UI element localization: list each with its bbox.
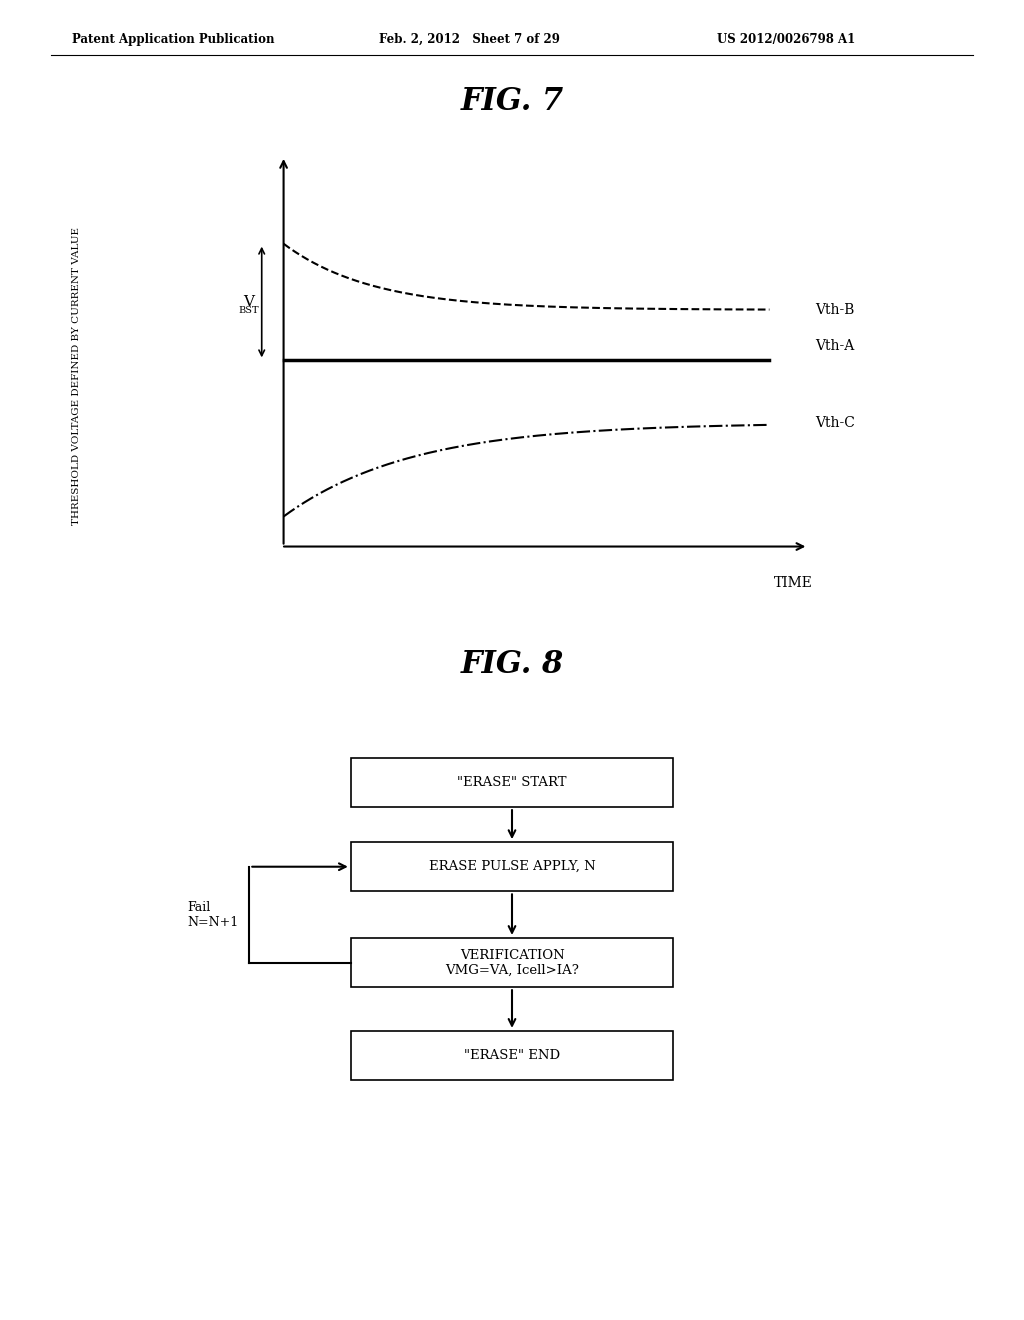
Text: Fail
N=N+1: Fail N=N+1 bbox=[187, 900, 239, 929]
Text: FIG. 7: FIG. 7 bbox=[461, 86, 563, 116]
Text: Vth-A: Vth-A bbox=[815, 339, 855, 352]
FancyBboxPatch shape bbox=[350, 1031, 674, 1080]
FancyBboxPatch shape bbox=[350, 758, 674, 807]
FancyBboxPatch shape bbox=[350, 842, 674, 891]
Text: BST: BST bbox=[239, 306, 259, 315]
Text: ERASE PULSE APPLY, N: ERASE PULSE APPLY, N bbox=[429, 861, 595, 874]
FancyBboxPatch shape bbox=[350, 937, 674, 987]
Text: FIG. 8: FIG. 8 bbox=[461, 649, 563, 680]
Text: "ERASE" END: "ERASE" END bbox=[464, 1049, 560, 1063]
Text: Feb. 2, 2012   Sheet 7 of 29: Feb. 2, 2012 Sheet 7 of 29 bbox=[379, 33, 560, 46]
Text: V: V bbox=[244, 294, 254, 309]
Text: Patent Application Publication: Patent Application Publication bbox=[72, 33, 274, 46]
Text: Vth-B: Vth-B bbox=[815, 302, 855, 317]
Text: "ERASE" START: "ERASE" START bbox=[458, 776, 566, 789]
Text: THRESHOLD VOLTAGE DEFINED BY CURRENT VALUE: THRESHOLD VOLTAGE DEFINED BY CURRENT VAL… bbox=[73, 227, 81, 525]
Text: VERIFICATION
VMG=VA, Icell>IA?: VERIFICATION VMG=VA, Icell>IA? bbox=[445, 949, 579, 977]
Text: TIME: TIME bbox=[774, 576, 813, 590]
Text: Vth-C: Vth-C bbox=[815, 416, 855, 430]
Text: US 2012/0026798 A1: US 2012/0026798 A1 bbox=[717, 33, 855, 46]
